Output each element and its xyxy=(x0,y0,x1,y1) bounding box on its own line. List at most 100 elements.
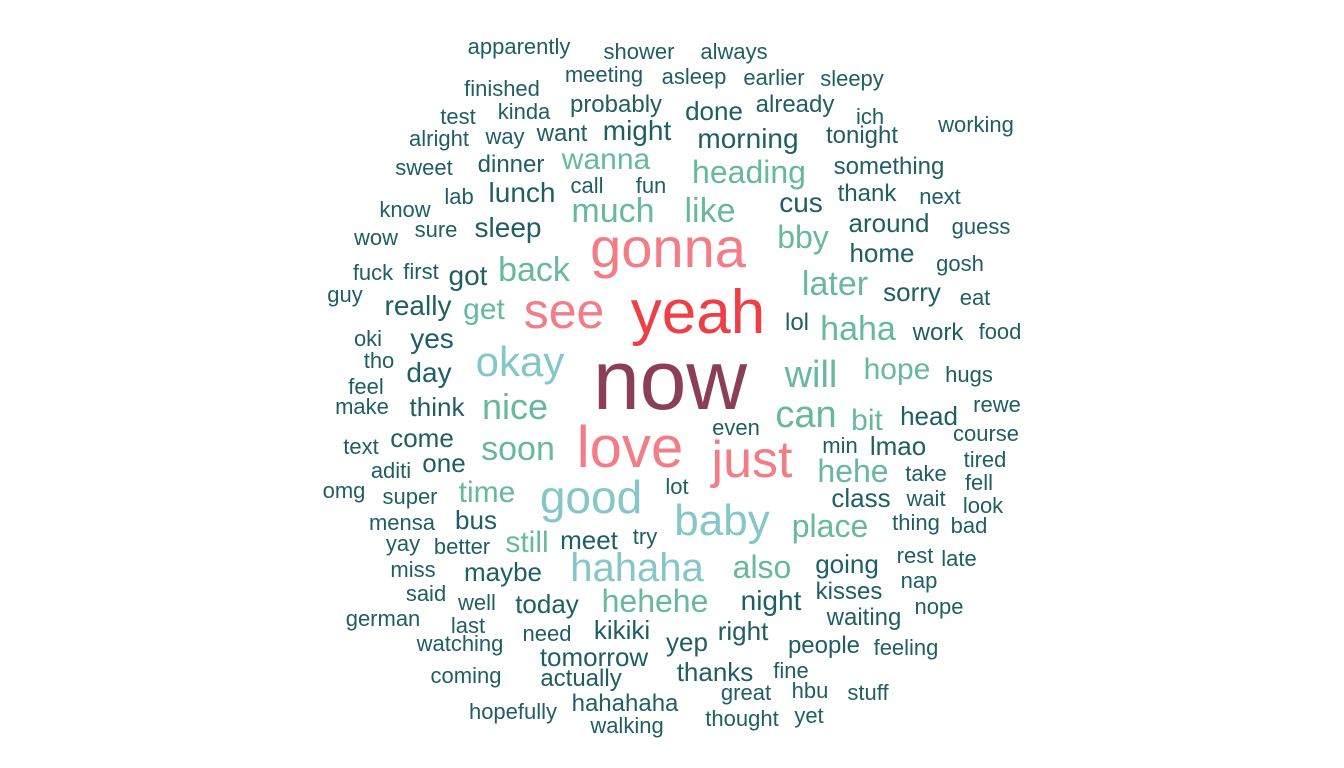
word-guy: guy xyxy=(327,282,363,307)
word-yet: yet xyxy=(794,703,824,728)
word-got: got xyxy=(448,260,488,291)
word-might: might xyxy=(602,115,672,146)
word-hopefully: hopefully xyxy=(468,699,558,724)
word-sure: sure xyxy=(414,217,458,242)
word-min: min xyxy=(822,433,858,458)
word-today: today xyxy=(515,589,579,619)
word-walking: walking xyxy=(590,713,664,738)
word-aditi: aditi xyxy=(370,458,412,483)
word-can: can xyxy=(775,394,837,436)
word-like: like xyxy=(684,192,736,230)
word-good: good xyxy=(539,471,643,523)
word-nope: nope xyxy=(914,594,964,619)
word-call: call xyxy=(570,173,604,198)
word-rewe: rewe xyxy=(973,392,1021,417)
word-want: want xyxy=(536,120,588,147)
word-kinda: kinda xyxy=(497,99,551,124)
word-feel: feel xyxy=(348,374,384,399)
word-kikiki: kikiki xyxy=(593,615,651,645)
word-hahaha: hahaha xyxy=(570,546,704,590)
word-working: working xyxy=(938,112,1014,137)
word-need: need xyxy=(522,621,572,646)
word-done: done xyxy=(685,96,743,126)
word-try: try xyxy=(632,524,658,549)
word-hbu: hbu xyxy=(791,678,829,703)
word-tired: tired xyxy=(963,447,1007,472)
word-still: still xyxy=(505,526,549,559)
word-food: food xyxy=(978,319,1022,344)
word-look: look xyxy=(962,493,1004,518)
word-way: way xyxy=(485,124,525,149)
word-guess: guess xyxy=(951,214,1011,239)
word-wait: wait xyxy=(906,486,946,511)
word-heading: heading xyxy=(692,154,806,190)
word-rest: rest xyxy=(896,543,934,568)
word-soon: soon xyxy=(481,430,555,468)
word-work: work xyxy=(912,319,964,346)
word-night: night xyxy=(740,585,802,616)
word-oki: oki xyxy=(353,326,383,351)
word-love: love xyxy=(576,415,684,480)
word-sleepy: sleepy xyxy=(820,66,884,91)
word-nice: nice xyxy=(481,386,549,427)
word-yep: yep xyxy=(666,627,708,657)
word-mensa: mensa xyxy=(368,510,436,535)
word-wanna: wanna xyxy=(561,143,651,176)
word-fell: fell xyxy=(964,470,994,495)
word-omg: omg xyxy=(322,478,366,503)
word-around: around xyxy=(848,208,930,238)
word-coming: coming xyxy=(430,663,502,688)
word-home: home xyxy=(849,238,915,268)
word-eat: eat xyxy=(959,285,991,310)
word-also: also xyxy=(732,549,792,585)
word-really: really xyxy=(384,290,452,321)
word-dinner: dinner xyxy=(477,151,545,178)
word-bus: bus xyxy=(455,505,497,535)
word-always: always xyxy=(700,39,768,64)
word-said: said xyxy=(405,581,447,606)
word-one: one xyxy=(422,448,466,478)
word-just: just xyxy=(711,431,793,489)
word-sorry: sorry xyxy=(883,277,941,307)
word-hehe: hehe xyxy=(817,453,889,489)
word-earlier: earlier xyxy=(743,65,805,90)
word-feeling: feeling xyxy=(873,635,939,660)
word-lunch: lunch xyxy=(488,177,556,208)
word-head: head xyxy=(900,401,958,431)
word-bad: bad xyxy=(950,513,988,538)
word-watching: watching xyxy=(416,631,504,656)
word-later: later xyxy=(801,265,869,303)
word-fun: fun xyxy=(635,173,667,198)
word-back: back xyxy=(498,251,570,289)
word-gosh: gosh xyxy=(936,251,984,276)
word-great: great xyxy=(720,680,772,705)
word-sleep: sleep xyxy=(474,212,542,243)
word-lab: lab xyxy=(444,184,474,209)
word-class: class xyxy=(831,483,891,513)
word-nap: nap xyxy=(900,568,938,593)
word-german: german xyxy=(345,606,421,631)
word-thing: thing xyxy=(892,510,940,535)
word-bby: bby xyxy=(777,219,829,255)
word-stuff: stuff xyxy=(847,680,889,705)
word-day: day xyxy=(406,357,452,388)
word-sweet: sweet xyxy=(395,155,453,180)
word-text: text xyxy=(343,434,379,459)
word-yay: yay xyxy=(385,531,421,556)
word-lmao: lmao xyxy=(869,431,927,461)
word-tomorrow: tomorrow xyxy=(539,642,649,672)
word-know: know xyxy=(379,197,431,222)
word-now: now xyxy=(592,333,748,427)
word-hehehe: hehehe xyxy=(601,583,709,619)
word-much: much xyxy=(571,192,655,230)
word-maybe: maybe xyxy=(463,557,543,587)
word-shower: shower xyxy=(603,39,675,64)
word-baby: baby xyxy=(674,496,770,545)
word-okay: okay xyxy=(475,338,565,385)
word-thanks: thanks xyxy=(676,657,754,687)
word-course: course xyxy=(952,421,1020,446)
word-asleep: asleep xyxy=(661,64,727,89)
word-yes: yes xyxy=(410,323,454,354)
word-hope: hope xyxy=(863,353,931,386)
